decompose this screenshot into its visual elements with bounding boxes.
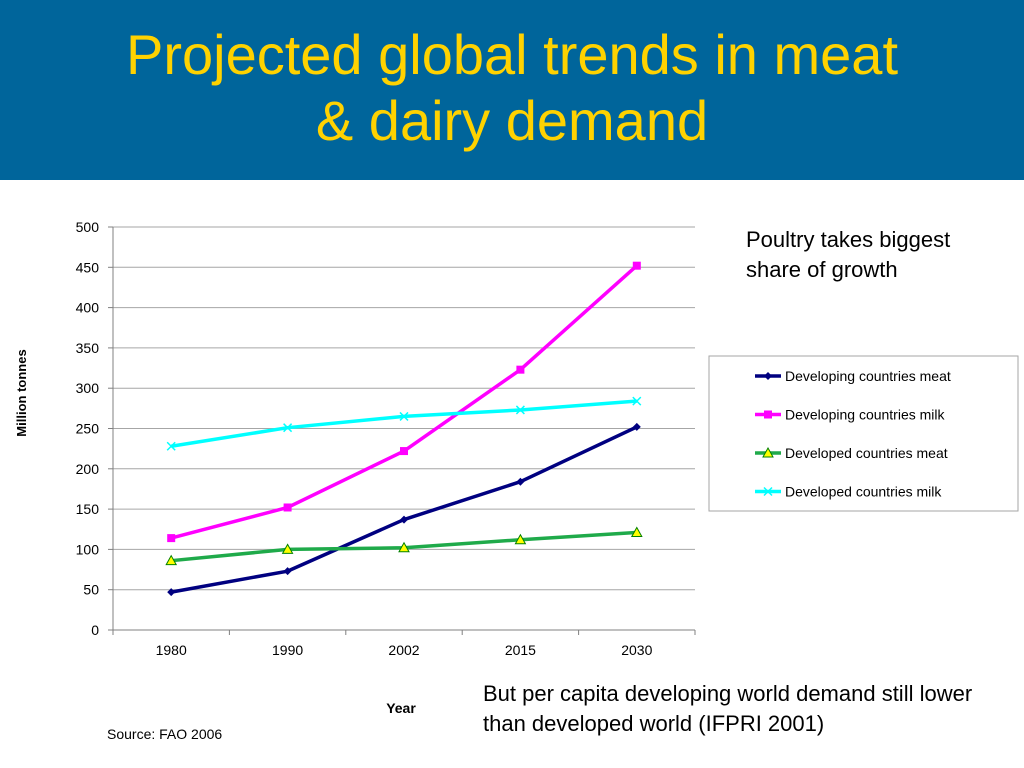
data-point [400,447,408,456]
y-tick-label: 150 [76,501,100,517]
legend-label: Developed countries milk [785,484,942,500]
y-tick-label: 200 [76,461,100,477]
poultry-note: Poultry takes biggest share of growth [746,227,951,282]
x-tick-label: 1990 [272,642,303,658]
y-axis-title: Million tonnes [14,349,29,436]
series-line-2 [170,264,638,540]
data-point [283,423,293,433]
data-point [632,396,642,406]
series-line-4 [170,399,637,448]
data-point [283,567,292,576]
data-point [281,543,294,554]
data-point [165,554,178,566]
x-tick-label: 2015 [505,642,536,658]
slide-title-line-1: Projected global trends in meat [126,23,898,86]
slide-title: Projected global trends in meat & dairy … [0,22,1024,154]
y-tick-label: 250 [76,421,100,437]
y-tick-label: 50 [83,582,99,598]
data-point [399,411,409,421]
line-chart: 0 50 100 150 200 250 300 350 400 450 500 1980 1990 20… [14,219,1019,716]
x-tick-label: 2030 [621,642,652,658]
data-point [632,261,641,270]
legend-label: Developing countries meat [785,368,951,384]
title-banner [0,0,1024,180]
data-point [516,365,525,374]
data-point [167,588,176,597]
legend-marker [764,410,772,419]
source-caption: Source: FAO 2006 [107,726,223,742]
slide-title-line-2: & dairy demand [315,89,709,152]
data-point [166,441,176,451]
y-tick-label: 100 [76,541,100,557]
data-point [515,405,525,415]
per-capita-note: But per capita developing world demand s… [483,681,973,736]
legend-label: Developing countries milk [785,407,946,423]
y-tick-label: 0 [91,622,99,638]
data-point [514,533,527,545]
x-tick-label: 1980 [156,642,187,658]
y-tick-label: 450 [76,259,100,275]
data-point [630,526,643,537]
legend-marker [764,372,772,380]
data-point [516,477,525,486]
y-tick-label: 500 [76,219,100,235]
legend-marker [762,446,774,458]
legend-label: Developed countries meat [785,445,948,461]
data-point [398,541,410,553]
x-tick-label: 2002 [388,642,419,658]
y-tick-label: 300 [76,380,100,396]
data-point [283,503,292,512]
legend-box [708,355,1019,512]
legend-marker [763,486,773,497]
data-point [167,534,176,543]
x-axis-title: Year [386,700,416,716]
y-tick-label: 400 [76,300,100,316]
y-tick-label: 350 [76,340,100,356]
data-point [632,422,641,431]
data-point [400,515,408,524]
